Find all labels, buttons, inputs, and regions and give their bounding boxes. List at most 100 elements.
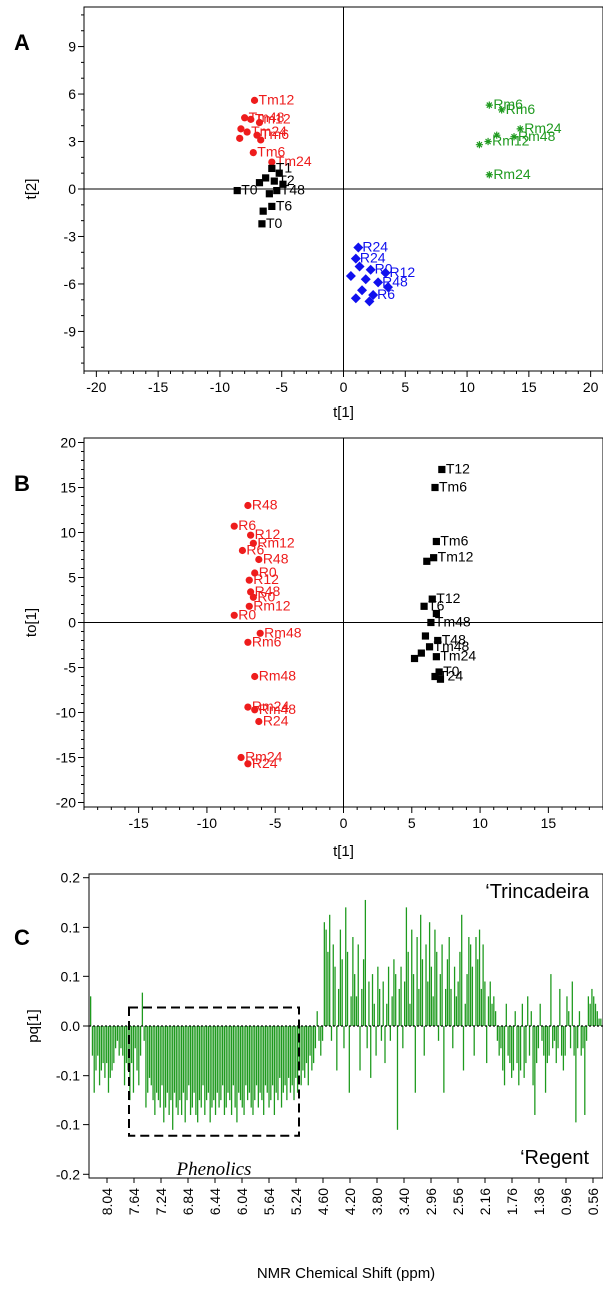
data-point	[435, 668, 443, 676]
bar	[170, 1026, 172, 1101]
bar	[416, 937, 418, 1026]
bar	[421, 959, 424, 1026]
bar	[166, 1026, 168, 1093]
x-tick-label: -10	[197, 815, 217, 831]
data-point	[423, 557, 431, 565]
bar	[405, 907, 408, 1026]
bar	[330, 1026, 333, 1041]
bar	[164, 1026, 167, 1108]
data-point	[430, 554, 438, 562]
bar	[516, 1026, 518, 1064]
x-tick-label: 6.04	[234, 1188, 250, 1215]
bar	[123, 1026, 126, 1086]
bar	[120, 1026, 122, 1049]
bar	[104, 1026, 106, 1078]
bar	[156, 1026, 158, 1093]
panel-letter: A	[14, 30, 30, 55]
bar	[430, 966, 433, 1026]
data-point	[485, 171, 493, 179]
bar	[250, 1026, 252, 1108]
bar	[582, 1026, 584, 1049]
data-point	[258, 220, 266, 228]
bar	[461, 914, 463, 1026]
bar	[409, 1003, 411, 1026]
bar	[318, 1026, 320, 1041]
data-point	[420, 602, 428, 610]
bar	[195, 1026, 197, 1115]
y-tick-label: 15	[60, 480, 76, 496]
bar	[373, 1003, 375, 1026]
y-axis-label: pq[1]	[25, 1009, 42, 1042]
x-tick-label: 2.16	[477, 1188, 493, 1215]
bar	[293, 1026, 295, 1101]
data-point	[244, 703, 252, 711]
data-point-label: Tm48	[435, 614, 471, 630]
bar	[288, 1026, 290, 1078]
data-point	[247, 115, 255, 123]
bar	[521, 1003, 524, 1026]
data-point	[380, 267, 391, 278]
data-point	[428, 595, 436, 603]
bar	[327, 951, 329, 1026]
bar	[577, 1026, 579, 1049]
data-point-label: Rm48	[259, 701, 297, 717]
bar	[150, 1026, 152, 1086]
bar	[304, 1026, 306, 1078]
bar	[291, 1026, 293, 1086]
bar	[364, 899, 367, 1026]
bar	[441, 944, 443, 1026]
bar	[555, 1026, 557, 1064]
bar	[503, 1026, 506, 1086]
y-tick-label: 20	[60, 435, 76, 451]
bar	[312, 1026, 315, 1064]
bar	[204, 1026, 206, 1115]
bar	[386, 1003, 388, 1026]
data-point-label: Rm48	[259, 668, 297, 684]
bar	[343, 1026, 345, 1049]
data-point	[382, 282, 393, 293]
bar	[393, 959, 395, 1026]
y-tick-label: -0.2	[56, 1166, 80, 1182]
bar	[107, 1026, 110, 1093]
bar	[414, 1026, 416, 1093]
bar	[214, 1026, 217, 1115]
bar	[544, 1026, 547, 1093]
data-point	[241, 114, 249, 122]
bar	[478, 929, 481, 1026]
bar	[246, 1026, 249, 1101]
x-tick-label: 0	[340, 379, 348, 395]
y-tick-label: -0.1	[56, 1117, 80, 1133]
data-point	[273, 186, 281, 195]
bar	[418, 988, 420, 1026]
bar	[445, 988, 447, 1026]
bar	[245, 1026, 247, 1086]
bar	[553, 1026, 556, 1041]
bar	[593, 996, 595, 1026]
data-point	[350, 293, 361, 304]
phenolics-label: Phenolics	[176, 1159, 252, 1180]
data-point	[238, 546, 247, 555]
data-point	[244, 501, 252, 510]
bar	[530, 1011, 532, 1026]
x-tick-label: 5.64	[261, 1188, 277, 1215]
bar	[270, 1026, 272, 1101]
bar	[468, 937, 470, 1026]
bar	[220, 1026, 222, 1101]
bar	[209, 1026, 211, 1123]
data-point-label: Tm24	[276, 153, 312, 169]
data-point-label: T48	[281, 182, 305, 198]
panel-letter: B	[14, 471, 30, 496]
data-point-label: R12	[390, 264, 416, 280]
bar	[578, 1011, 581, 1026]
bar	[411, 929, 413, 1026]
bar	[370, 1026, 372, 1078]
bar	[484, 981, 486, 1026]
data-point	[410, 654, 419, 663]
bar	[263, 1026, 265, 1115]
bar	[591, 988, 593, 1026]
data-point	[262, 174, 270, 182]
bar	[425, 944, 427, 1026]
bar	[371, 974, 374, 1026]
data-point	[265, 190, 273, 198]
